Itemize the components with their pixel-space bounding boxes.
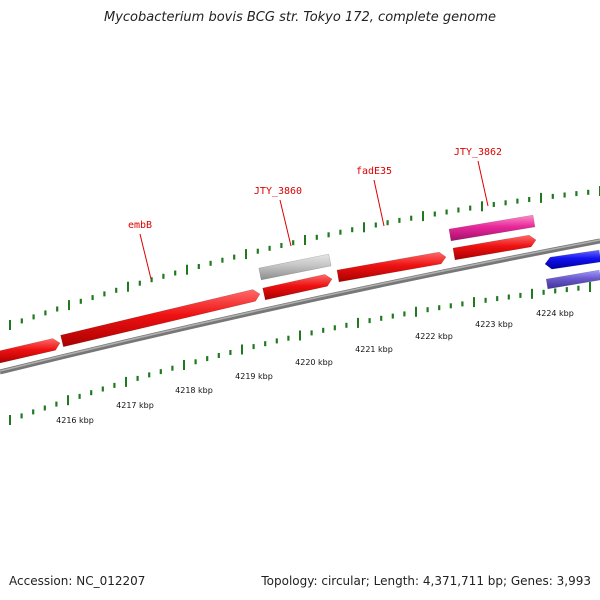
leader-embb: [139, 233, 152, 280]
scale-label-4222: 4222 kbp: [415, 332, 453, 341]
gene-track[interactable]: [0, 214, 600, 364]
scale-label-4220: 4220 kbp: [295, 358, 333, 367]
gene-label-jty-3860[interactable]: JTY_3860: [254, 186, 302, 197]
gene-arrow-blue[interactable]: [544, 249, 600, 270]
scale-label-4217: 4217 kbp: [116, 401, 154, 410]
feature-pink[interactable]: [448, 214, 536, 242]
leader-jty-3862: [477, 160, 489, 207]
gene-arrow-jty-3860[interactable]: [262, 274, 333, 301]
label-leaders: [139, 160, 489, 280]
inner-tick-row: [9, 282, 591, 425]
accession-text: Accession: NC_012207: [9, 574, 146, 588]
gene-arrow-fade35[interactable]: [336, 251, 447, 283]
genome-backbone: [0, 238, 600, 375]
feature-gray[interactable]: [258, 253, 332, 281]
leader-fade35: [373, 179, 385, 227]
genome-backbone-highlight: [0, 239, 600, 372]
leader-jty-3860: [279, 199, 292, 247]
gene-label-jty-3862[interactable]: JTY_3862: [454, 147, 502, 158]
gene-arrow-jty-3861[interactable]: [452, 234, 537, 261]
map-title: Mycobacterium bovis BCG str. Tokyo 172, …: [104, 10, 496, 25]
gene-arrow-0[interactable]: [0, 338, 61, 364]
outer-tick-row: [9, 186, 600, 330]
scale-label-4219: 4219 kbp: [235, 372, 273, 381]
scale-label-4221: 4221 kbp: [355, 345, 393, 354]
scale-label-4224: 4224 kbp: [536, 309, 574, 318]
scale-label-4218: 4218 kbp: [175, 386, 213, 395]
feature-purple[interactable]: [545, 269, 600, 290]
gene-label-embb[interactable]: embB: [128, 220, 152, 231]
scale-label-4223: 4223 kbp: [475, 320, 513, 329]
gene-label-fade35[interactable]: fadE35: [356, 166, 392, 177]
genome-summary-text: Topology: circular; Length: 4,371,711 bp…: [261, 574, 591, 588]
gene-arrow-embb[interactable]: [60, 289, 261, 348]
scale-label-4216: 4216 kbp: [56, 416, 94, 425]
